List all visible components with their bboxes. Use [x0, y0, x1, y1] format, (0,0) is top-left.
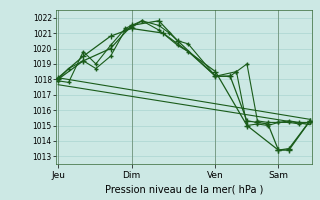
- X-axis label: Pression niveau de la mer( hPa ): Pression niveau de la mer( hPa ): [105, 184, 263, 194]
